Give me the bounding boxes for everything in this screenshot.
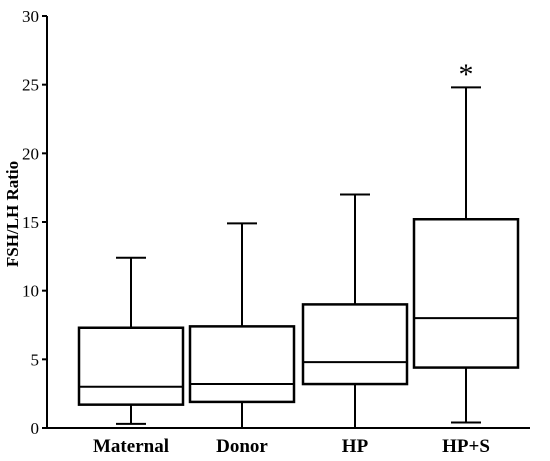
- box-donor: [188, 222, 296, 429]
- boxes: [77, 86, 520, 429]
- x-tick-label: Donor: [216, 436, 268, 457]
- y-ticks: 0 5 10 15 20 25 30: [22, 7, 47, 438]
- box-maternal: [77, 256, 185, 425]
- y-tick-label: 30: [22, 7, 39, 26]
- iqr-box: [77, 326, 185, 406]
- x-tick-label: HP+S: [442, 436, 490, 457]
- y-tick-label: 15: [22, 213, 39, 232]
- annotations: *: [459, 58, 474, 91]
- iqr-box: [188, 325, 296, 404]
- y-tick-label: 25: [22, 76, 39, 95]
- x-tick-label: HP: [342, 436, 369, 457]
- y-tick-label: 10: [22, 282, 39, 301]
- x-tick-labels: Maternal Donor HP HP+S: [93, 436, 490, 457]
- x-tick-label: Maternal: [93, 436, 169, 457]
- y-axis-label: FSH/LH Ratio: [3, 161, 22, 267]
- iqr-box: [412, 218, 520, 369]
- y-tick-label: 20: [22, 144, 39, 163]
- iqr-box: [301, 303, 409, 386]
- box-hp: [301, 193, 409, 429]
- y-tick-label: 5: [31, 350, 40, 369]
- y-tick-label: 0: [31, 419, 40, 438]
- box-hp-s: [412, 86, 520, 424]
- significance-marker: *: [459, 58, 474, 91]
